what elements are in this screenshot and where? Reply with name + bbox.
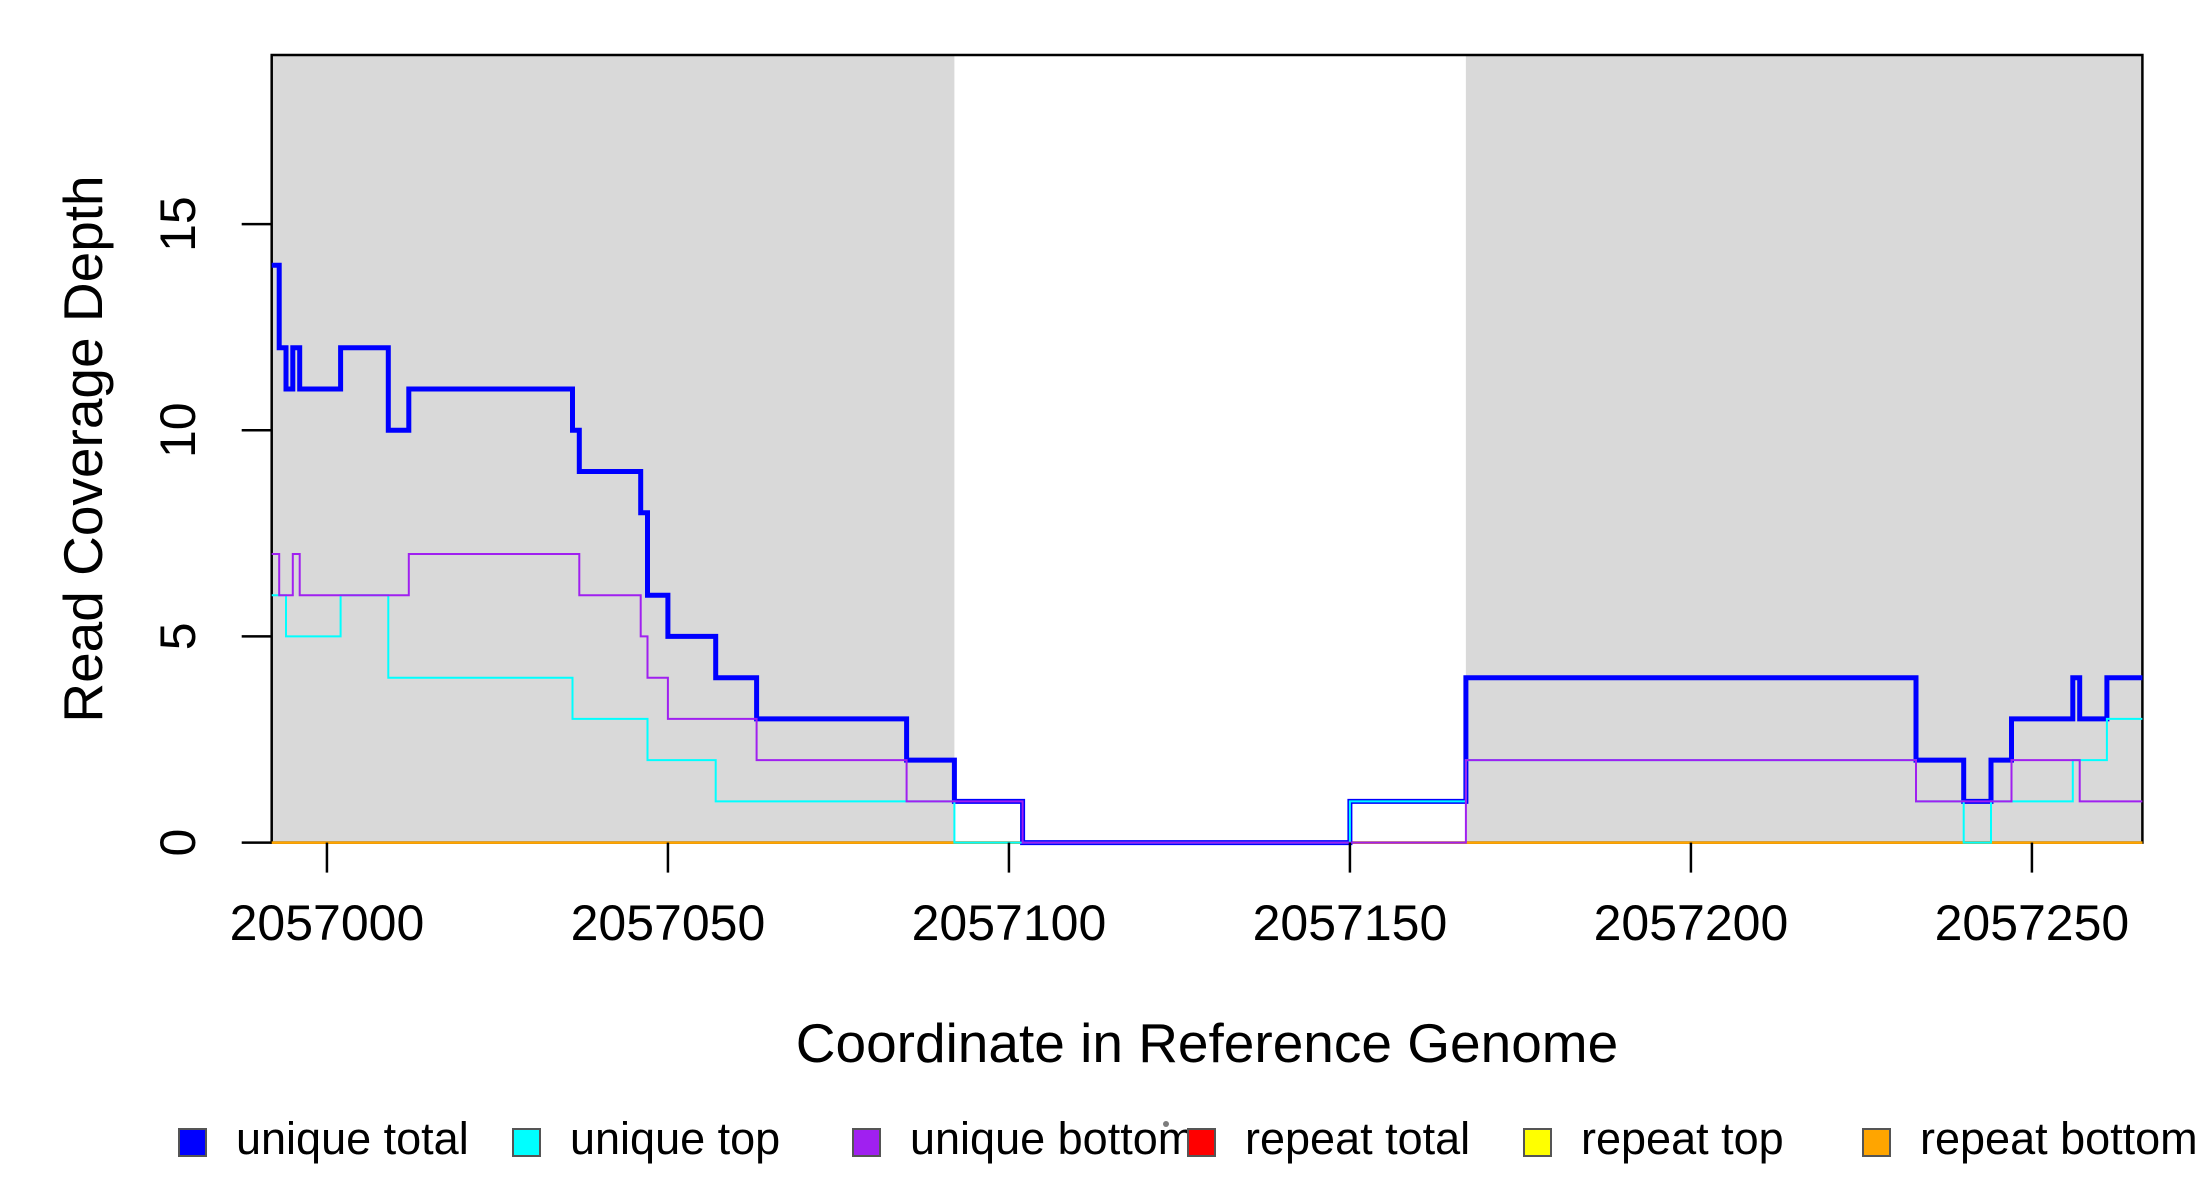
y-tick-label: 0 (150, 829, 206, 857)
y-axis-title: Read Coverage Depth (52, 175, 114, 722)
x-tick-label: 2057050 (571, 895, 766, 951)
legend-swatch (852, 1128, 881, 1157)
legend-swatch (1523, 1128, 1552, 1157)
x-tick-label: 2057100 (912, 895, 1107, 951)
legend-item-label: repeat top (1581, 1113, 1784, 1164)
y-tick-label: 15 (150, 196, 206, 252)
legend-item-repeat-bottom: repeat bottom (1862, 1113, 2198, 1164)
legend-item-label: repeat bottom (1920, 1113, 2198, 1164)
axes-layer: 2057000 2057050 2057100 2057150 2057200 20572… (150, 196, 2129, 951)
x-axis-title: Coordinate in Reference Genome (796, 1012, 1618, 1074)
legend-swatch (1862, 1128, 1891, 1157)
stray-dot-artifact (1163, 1121, 1169, 1127)
x-tick-label: 2057000 (230, 895, 425, 951)
series-lines-layer (271, 262, 2143, 846)
x-tick-label: 2057200 (1594, 895, 1789, 951)
gray-region-right (1465, 55, 2143, 843)
legend-item-unique-total: unique total (178, 1113, 469, 1164)
shaded-regions-layer (271, 55, 2143, 843)
gray-region-left (271, 55, 955, 843)
legend-item-repeat-top: repeat top (1523, 1113, 1784, 1164)
legend-item-label: unique total (236, 1113, 469, 1164)
legend-swatch (178, 1128, 207, 1157)
legend-swatch (1187, 1128, 1216, 1157)
legend-item-unique-top: unique top (512, 1113, 780, 1164)
legend-item-label: unique bottom (910, 1113, 1195, 1164)
legend-item-unique-bottom: unique bottom (852, 1113, 1195, 1164)
legend-item-repeat-total: repeat total (1187, 1113, 1470, 1164)
x-tick-label: 2057250 (1935, 895, 2130, 951)
legend-item-label: repeat total (1245, 1113, 1470, 1164)
legend: unique total unique top unique bottom repea… (178, 1113, 2198, 1164)
legend-swatch (512, 1128, 541, 1157)
y-tick-label: 10 (150, 402, 206, 458)
legend-item-label: unique top (570, 1113, 780, 1164)
series-line-unique-bottom (271, 553, 2143, 844)
y-tick-label: 5 (150, 622, 206, 650)
series-line-unique-total (271, 262, 2143, 846)
x-tick-label: 2057150 (1253, 895, 1448, 951)
